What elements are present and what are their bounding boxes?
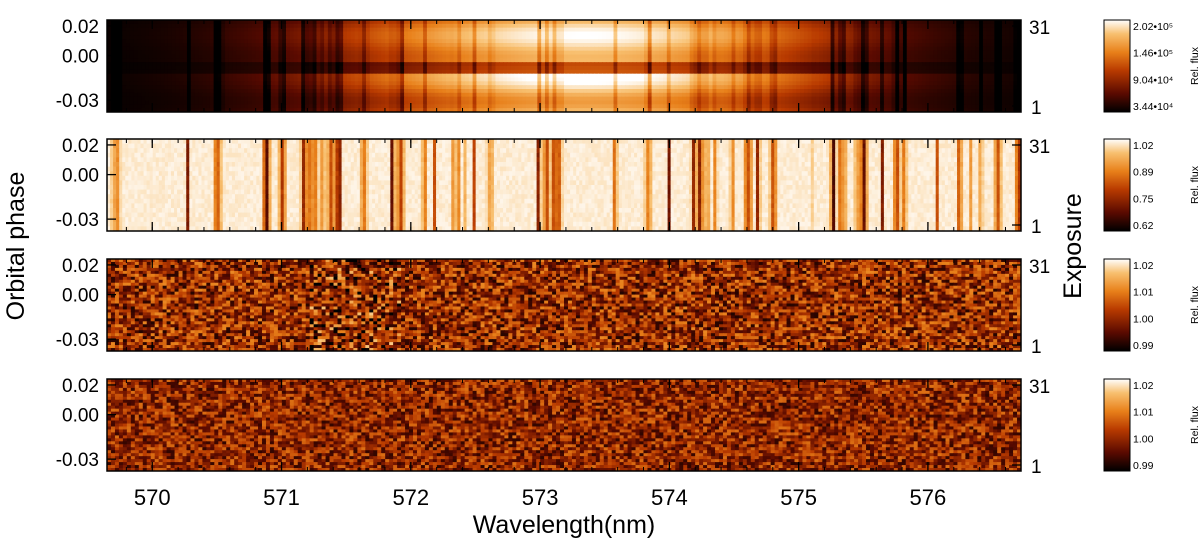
colorbar-1 bbox=[1103, 19, 1131, 113]
colorbar-label: Rel. flux bbox=[1189, 285, 1200, 324]
phase-tick-label: 0.00 bbox=[62, 47, 99, 68]
colorbar-tick-label: 1.01 bbox=[1133, 407, 1154, 419]
phase-tick-label: 0.00 bbox=[62, 406, 99, 427]
exposure-tick-label: 31 bbox=[1029, 137, 1050, 158]
colorbar-tick-label: 1.46•10⁵ bbox=[1133, 48, 1173, 60]
colorbar-label: Rel. flux bbox=[1189, 405, 1200, 444]
colorbar-2 bbox=[1103, 138, 1131, 232]
phase-tick-label: 0.02 bbox=[62, 256, 99, 277]
colorbar-tick-label: 2.02•10⁵ bbox=[1133, 21, 1173, 33]
panel-2-frame bbox=[106, 138, 1022, 232]
phase-tick-label: 0.00 bbox=[62, 166, 99, 187]
x-tick-label: 573 bbox=[522, 485, 559, 510]
x-tick-label: 572 bbox=[392, 485, 429, 510]
colorbar-tick-label: 1.02 bbox=[1133, 140, 1154, 152]
phase-tick-label: -0.03 bbox=[56, 330, 99, 351]
x-tick-label: 574 bbox=[651, 485, 688, 510]
phase-tick-label: -0.03 bbox=[56, 450, 99, 471]
y-axis-label-left: Orbital phase bbox=[2, 172, 30, 321]
phase-tick-label: 0.02 bbox=[62, 17, 99, 38]
exposure-tick-label: 1 bbox=[1031, 98, 1042, 119]
y-axis-label-right: Exposure bbox=[1059, 193, 1087, 299]
colorbar-tick-label: 1.00 bbox=[1133, 433, 1154, 445]
colorbar-tick-label: 9.04•10⁴ bbox=[1133, 74, 1173, 86]
x-tick-label: 575 bbox=[780, 485, 817, 510]
colorbar-3 bbox=[1103, 258, 1131, 352]
colorbar-tick-label: 0.75 bbox=[1133, 193, 1154, 205]
x-tick-label: 571 bbox=[263, 485, 300, 510]
panel-3-frame bbox=[106, 258, 1022, 352]
panel-1-frame bbox=[106, 19, 1022, 113]
colorbar-4 bbox=[1103, 378, 1131, 472]
panel-4-image bbox=[107, 379, 1021, 471]
x-tick-labels: 570 571 572 573 574 575 576 bbox=[134, 485, 946, 510]
x-axis-label: Wavelength(nm) bbox=[473, 511, 655, 539]
panel-2-image bbox=[107, 139, 1021, 231]
exposure-tick-label: 1 bbox=[1031, 457, 1042, 478]
colorbar-label: Rel. flux bbox=[1189, 165, 1200, 204]
phase-tick-label: 0.02 bbox=[62, 136, 99, 157]
x-tick-label: 570 bbox=[134, 485, 171, 510]
x-tick-label: 576 bbox=[910, 485, 947, 510]
phase-tick-label: -0.03 bbox=[56, 210, 99, 231]
exposure-tick-label: 1 bbox=[1031, 337, 1042, 358]
colorbar-tick-label: 1.00 bbox=[1133, 313, 1154, 325]
exposure-tick-label: 31 bbox=[1029, 257, 1050, 278]
panels-layer: 0.02 0.00 -0.03 31 1 2.02•10⁵ 1.46•10⁵ 9.04•10⁴… bbox=[56, 17, 1200, 478]
colorbar-label: Rel. flux bbox=[1189, 46, 1200, 85]
colorbar-tick-label: 1.01 bbox=[1133, 287, 1154, 299]
panel-4-frame bbox=[106, 378, 1022, 472]
exposure-tick-label: 1 bbox=[1031, 217, 1042, 238]
phase-tick-label: 0.02 bbox=[62, 376, 99, 397]
exposure-tick-label: 31 bbox=[1029, 377, 1050, 398]
panel-3-image bbox=[107, 259, 1021, 351]
colorbar-tick-label: 1.02 bbox=[1133, 380, 1154, 392]
colorbar-tick-label: 3.44•10⁴ bbox=[1133, 101, 1173, 113]
phase-tick-label: 0.00 bbox=[62, 286, 99, 307]
exposure-tick-label: 31 bbox=[1029, 18, 1050, 39]
colorbar-tick-label: 0.89 bbox=[1133, 167, 1154, 179]
colorbar-tick-label: 0.99 bbox=[1133, 460, 1154, 472]
colorbar-tick-label: 0.62 bbox=[1133, 220, 1154, 232]
colorbar-tick-label: 0.99 bbox=[1133, 340, 1154, 352]
colorbar-tick-label: 1.02 bbox=[1133, 260, 1154, 272]
panel-1-image bbox=[107, 20, 1021, 112]
phase-tick-label: -0.03 bbox=[56, 91, 99, 112]
